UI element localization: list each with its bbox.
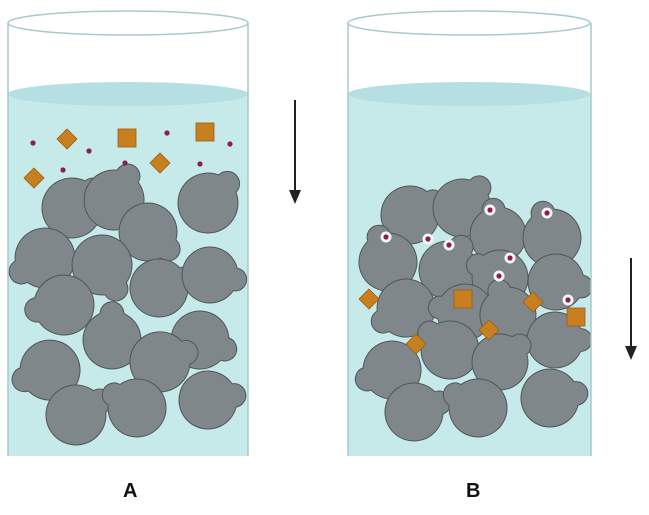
gel-beads-a — [8, 163, 248, 446]
gel-bead — [442, 378, 508, 438]
gel-bead — [71, 234, 133, 302]
gel-bead — [178, 370, 247, 430]
gel-beads-b — [354, 175, 591, 442]
liquid-surface-a — [8, 82, 248, 106]
gel-bead — [24, 274, 95, 336]
beaker-b-rim — [347, 10, 591, 36]
molecules-a — [23, 122, 233, 189]
small-molecule — [197, 161, 203, 167]
gel-bead — [177, 170, 241, 234]
small-molecule — [425, 236, 431, 242]
small-molecule — [227, 141, 233, 147]
gel-bead — [527, 253, 591, 311]
beaker-b-outline — [347, 23, 592, 456]
small-molecule — [487, 207, 493, 213]
gel-bead — [358, 224, 418, 292]
panel-label-b: B — [466, 480, 481, 502]
large-molecule — [358, 288, 380, 310]
large-molecule — [149, 152, 171, 174]
large-molecule — [405, 333, 427, 355]
gel-bead — [471, 333, 532, 391]
large-molecule — [23, 167, 45, 189]
molecules-b — [358, 204, 586, 355]
down-arrow-icon — [289, 100, 301, 204]
gel-bead — [522, 200, 582, 268]
liquid-surface-b — [348, 82, 590, 106]
small-molecule — [60, 167, 66, 173]
small-molecule — [86, 148, 92, 154]
large-molecule — [478, 319, 500, 341]
small-molecule — [122, 160, 128, 166]
large-molecule — [56, 128, 78, 150]
gel-bead — [101, 378, 167, 438]
beaker-a-rim — [7, 10, 249, 36]
small-molecule — [164, 130, 170, 136]
small-molecule — [544, 210, 550, 216]
large-molecule — [195, 122, 215, 142]
large-molecule — [566, 307, 586, 327]
small-molecule — [383, 234, 389, 240]
small-molecule — [30, 140, 36, 146]
small-molecule — [565, 297, 571, 303]
large-molecule — [453, 289, 473, 309]
small-molecule — [496, 273, 502, 279]
down-arrow-icon — [625, 258, 637, 360]
beaker-b — [347, 10, 592, 456]
large-molecule — [522, 291, 544, 313]
panel-label-a: A — [123, 480, 138, 502]
beaker-a-outline — [7, 23, 249, 456]
gel-bead — [520, 368, 589, 428]
small-molecule — [507, 255, 513, 261]
beaker-a — [7, 10, 249, 456]
small-molecule — [446, 242, 452, 248]
large-molecule — [117, 128, 137, 148]
gel-bead — [417, 320, 480, 380]
gel-bead — [181, 246, 248, 304]
